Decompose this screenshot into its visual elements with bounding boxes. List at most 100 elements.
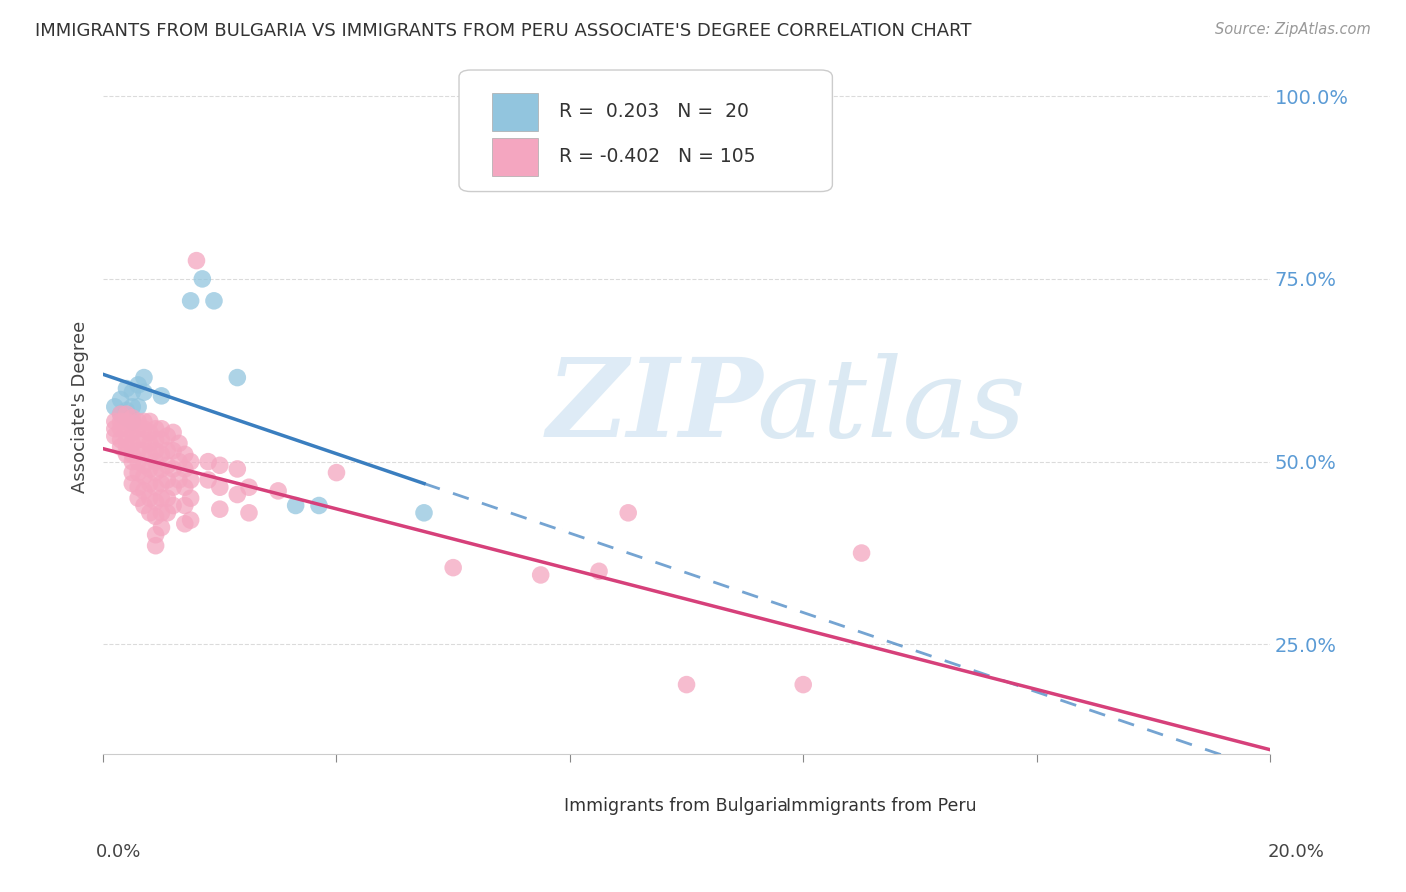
Point [238, 506, 260, 520]
Point [127, 433, 149, 447]
Point [132, 422, 155, 436]
Point [441, 560, 464, 574]
Point [110, 407, 132, 421]
Point [139, 414, 162, 428]
Point [121, 410, 143, 425]
Point [115, 440, 138, 454]
Text: R = -0.402   N = 105: R = -0.402 N = 105 [560, 147, 756, 166]
Point [197, 455, 219, 469]
Point [121, 385, 143, 400]
Point [132, 433, 155, 447]
Point [851, 546, 873, 560]
Point [115, 382, 138, 396]
Point [180, 513, 202, 527]
Point [191, 272, 214, 286]
Point [145, 443, 167, 458]
Point [150, 462, 173, 476]
Point [127, 377, 149, 392]
Point [202, 293, 225, 308]
Point [150, 433, 173, 447]
Bar [492, 137, 538, 176]
Text: ZIP: ZIP [547, 353, 763, 460]
Point [167, 455, 190, 469]
Y-axis label: Associate's Degree: Associate's Degree [72, 321, 89, 493]
Point [139, 476, 162, 491]
Point [208, 502, 231, 516]
Point [121, 447, 143, 461]
Point [121, 466, 143, 480]
Point [132, 385, 155, 400]
Point [121, 418, 143, 433]
Point [162, 462, 184, 476]
Text: R =  0.203   N =  20: R = 0.203 N = 20 [560, 103, 749, 121]
Point [617, 506, 640, 520]
Point [180, 473, 202, 487]
Point [167, 473, 190, 487]
Point [115, 414, 138, 428]
Text: 0.0%: 0.0% [96, 843, 141, 861]
Point [173, 462, 195, 476]
Point [588, 564, 610, 578]
Point [675, 677, 697, 691]
Point [413, 506, 436, 520]
Point [121, 455, 143, 469]
Point [104, 400, 127, 414]
Point [115, 447, 138, 461]
Point [121, 436, 143, 450]
Point [208, 480, 231, 494]
Point [110, 407, 132, 421]
Point [110, 433, 132, 447]
Text: Source: ZipAtlas.com: Source: ZipAtlas.com [1215, 22, 1371, 37]
Point [162, 480, 184, 494]
Point [186, 253, 208, 268]
Point [238, 480, 260, 494]
Point [150, 520, 173, 534]
Point [162, 425, 184, 440]
Text: Immigrants from Bulgaria: Immigrants from Bulgaria [564, 797, 787, 815]
Point [792, 677, 814, 691]
Point [145, 527, 167, 541]
Point [127, 422, 149, 436]
Point [226, 487, 249, 501]
Point [145, 495, 167, 509]
Point [145, 422, 167, 436]
Point [226, 370, 249, 384]
Point [139, 462, 162, 476]
Point [156, 458, 179, 473]
Point [173, 480, 195, 494]
Point [325, 466, 347, 480]
Point [173, 447, 195, 461]
Point [145, 455, 167, 469]
Point [110, 422, 132, 436]
Point [127, 443, 149, 458]
Point [121, 414, 143, 428]
Point [156, 491, 179, 506]
Point [132, 469, 155, 483]
Point [150, 491, 173, 506]
Point [150, 447, 173, 461]
Point [127, 480, 149, 494]
Point [208, 458, 231, 473]
Point [150, 389, 173, 403]
Point [104, 414, 127, 428]
Text: 20.0%: 20.0% [1268, 843, 1324, 861]
Point [139, 425, 162, 440]
Point [139, 436, 162, 450]
Point [162, 499, 184, 513]
Text: atlas: atlas [756, 353, 1026, 460]
Bar [523, 794, 555, 819]
Point [145, 433, 167, 447]
Point [115, 422, 138, 436]
Point [110, 440, 132, 454]
Bar [745, 794, 778, 819]
Point [127, 414, 149, 428]
Point [115, 433, 138, 447]
Point [156, 506, 179, 520]
Point [284, 499, 307, 513]
Point [145, 509, 167, 524]
Point [145, 466, 167, 480]
Point [173, 516, 195, 531]
Point [139, 506, 162, 520]
Point [115, 407, 138, 421]
Point [139, 447, 162, 461]
